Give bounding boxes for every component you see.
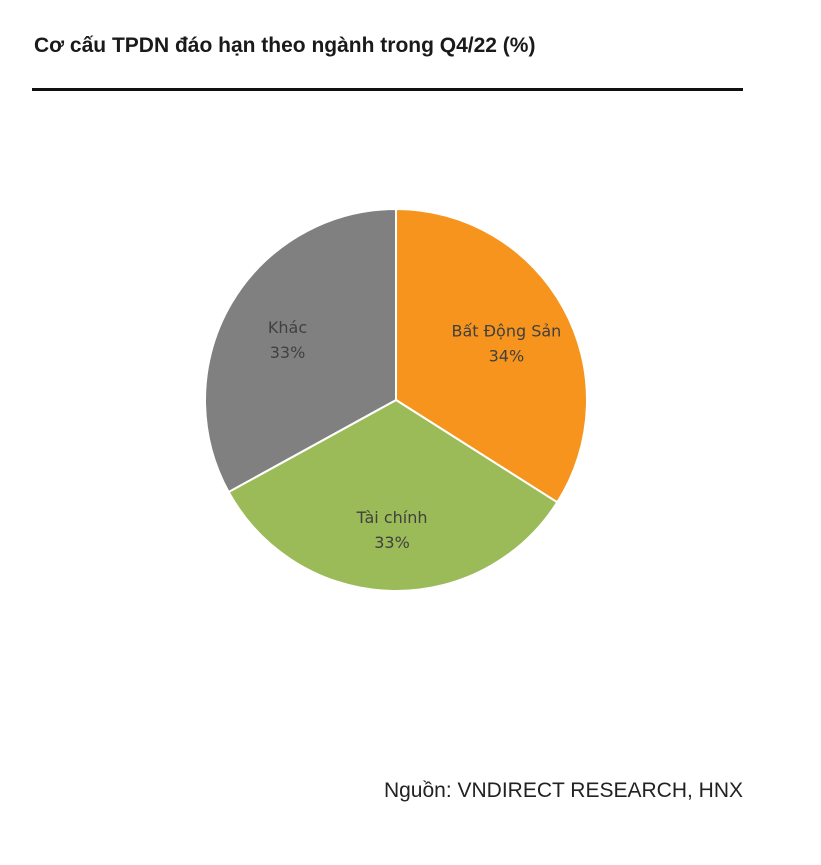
slice-value-khac: 33% <box>270 343 306 362</box>
source-note: Nguồn: VNDIRECT RESEARCH, HNX <box>383 779 743 802</box>
title-divider <box>32 88 743 91</box>
slice-value-tai-chinh: 33% <box>374 533 410 552</box>
slice-value-bat-dong-san: 34% <box>489 346 525 365</box>
pie-slice-khac <box>204 207 397 494</box>
slice-label-khac: Khác <box>268 318 307 337</box>
pie-slice-bat-dong-san <box>395 207 588 504</box>
slice-label-bat-dong-san: Bất Động Sản <box>452 321 562 340</box>
chart-title: Cơ cấu TPDN đáo hạn theo ngành trong Q4/… <box>34 34 536 57</box>
slice-label-tai-chinh: Tài chính <box>356 508 428 527</box>
